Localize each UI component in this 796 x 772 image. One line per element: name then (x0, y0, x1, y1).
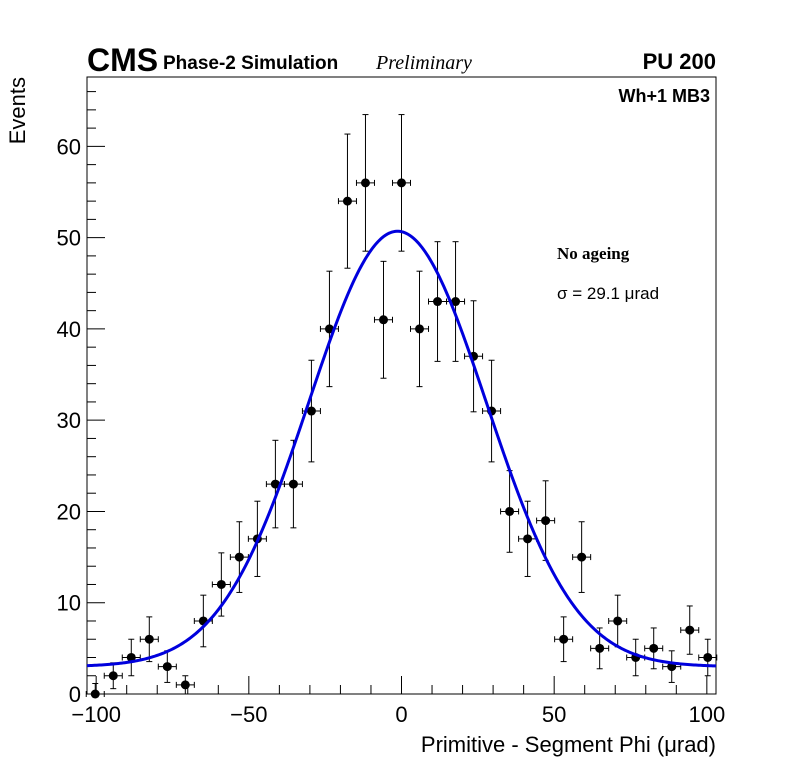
data-marker (703, 652, 713, 662)
data-marker (577, 552, 587, 562)
data-marker (595, 643, 605, 653)
data-point (157, 650, 177, 683)
data-marker (378, 315, 388, 325)
x-tick-label: 50 (542, 702, 566, 727)
data-marker (144, 634, 154, 644)
data-point (175, 675, 195, 694)
data-point (211, 552, 231, 617)
data-point (373, 260, 393, 379)
data-point (644, 627, 664, 670)
cms-label: CMS (87, 42, 158, 78)
x-tick-label: 100 (688, 702, 725, 727)
fit-curve (86, 229, 717, 668)
y-axis-label: Events (5, 77, 30, 144)
data-marker (162, 662, 172, 672)
x-tick-label: 0 (395, 702, 407, 727)
y-tick-label: 40 (57, 317, 81, 342)
y-axis: 0 10 20 30 40 50 60 (57, 91, 105, 707)
simulation-label: Phase-2 Simulation (163, 53, 338, 74)
pileup-label: PU 200 (643, 49, 716, 74)
data-point (662, 650, 682, 683)
data-marker (505, 506, 515, 516)
y-tick-label: 10 (57, 591, 81, 616)
data-point (554, 616, 574, 663)
data-marker (270, 479, 280, 489)
x-axis: −100 −50 0 50 100 (71, 676, 725, 727)
data-marker (649, 643, 659, 653)
data-marker (433, 297, 443, 307)
data-marker (234, 552, 244, 562)
data-point (500, 470, 520, 553)
x-axis-label: Primitive - Segment Phi (μrad) (421, 732, 716, 757)
region-label: Wh+1 MB3 (618, 86, 710, 106)
data-point (301, 359, 321, 463)
data-points (85, 114, 718, 699)
data-marker (306, 406, 316, 416)
data-point (518, 500, 538, 577)
data-marker (613, 616, 623, 626)
data-point (698, 638, 718, 677)
data-marker (108, 671, 118, 681)
data-marker (451, 297, 461, 307)
data-marker (288, 479, 298, 489)
data-marker (216, 579, 226, 589)
y-tick-label: 20 (57, 499, 81, 524)
data-marker (90, 689, 100, 699)
data-point (283, 439, 303, 529)
data-point (85, 683, 105, 699)
x-tick-label: −100 (71, 702, 121, 727)
data-point (680, 605, 700, 655)
preliminary-label: Preliminary (375, 52, 472, 74)
data-point (355, 114, 375, 252)
y-tick-label: 60 (57, 134, 81, 159)
data-point (103, 662, 123, 690)
data-marker (360, 178, 370, 188)
data-point (464, 300, 484, 413)
data-point (391, 114, 412, 252)
data-point (139, 616, 159, 663)
data-marker (324, 324, 334, 334)
data-point (229, 521, 249, 593)
data-marker (397, 178, 406, 188)
data-marker (541, 516, 551, 526)
data-point (572, 521, 592, 593)
data-point (482, 359, 502, 463)
x-tick-label: −50 (230, 702, 267, 727)
data-point (608, 594, 628, 648)
annotation-fit: σ = 29.1 μrad (557, 284, 659, 303)
data-marker (685, 625, 695, 635)
data-point (121, 638, 141, 677)
data-marker (415, 324, 425, 334)
data-marker (180, 680, 190, 690)
data-point (265, 439, 285, 529)
data-point (536, 480, 556, 561)
data-point (410, 270, 430, 388)
data-marker (342, 196, 352, 206)
y-tick-label: 0 (69, 682, 81, 707)
data-point (337, 133, 357, 269)
annotation-title: No ageing (557, 244, 630, 263)
data-marker (559, 634, 569, 644)
data-marker (126, 652, 136, 662)
data-marker (523, 534, 533, 544)
y-tick-label: 30 (57, 408, 81, 433)
y-tick-label: 50 (57, 226, 81, 251)
